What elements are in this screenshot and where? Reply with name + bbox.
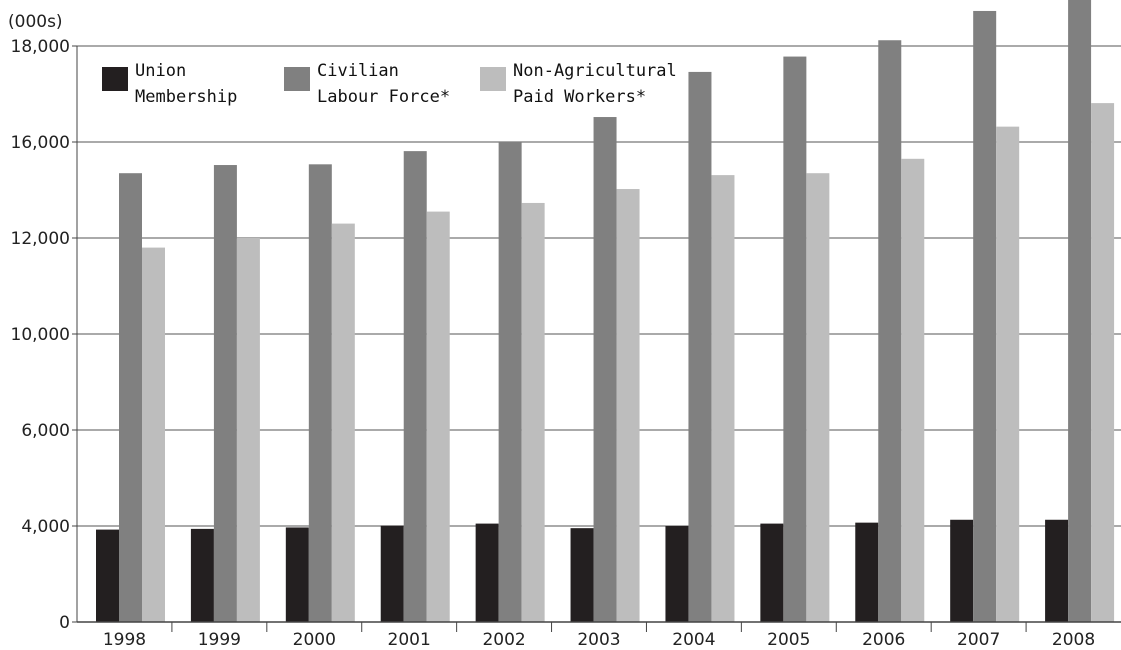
x-tick-label: 2004: [672, 630, 715, 650]
bar: [213, 165, 237, 623]
bar: [119, 173, 142, 622]
bar: [285, 527, 309, 622]
legend-item: Civilian Labour Force*: [284, 61, 450, 107]
bar: [498, 142, 522, 622]
y-axis-unit-label: (000s): [8, 12, 63, 32]
bar: [570, 528, 594, 622]
x-tick-label: 2006: [862, 630, 905, 650]
legend-label: Union: [135, 61, 186, 81]
bar: [593, 117, 617, 622]
bar: [1091, 103, 1115, 623]
legend-label: Membership: [135, 87, 237, 107]
bar: [403, 151, 427, 622]
legend-item: Union Membership: [102, 61, 237, 107]
x-tick-label: 2002: [482, 630, 525, 650]
legend-label: Non-Agricultural: [513, 61, 677, 81]
bar: [142, 247, 165, 622]
bar: [950, 519, 974, 622]
legend-label: Labour Force*: [317, 87, 450, 107]
bar: [1068, 0, 1092, 622]
bar: [973, 10, 997, 622]
bar: [1045, 519, 1069, 622]
bar: [190, 528, 214, 622]
y-tick-label: 16,000: [11, 133, 70, 153]
bar: [901, 158, 925, 623]
bar: [878, 40, 902, 623]
bar: [760, 523, 784, 622]
y-tick-label: 18,000: [11, 37, 70, 57]
y-tick-label: 10,000: [11, 325, 70, 345]
y-tick-label: 0: [59, 613, 70, 633]
legend-swatch: [102, 67, 128, 91]
bar: [616, 189, 640, 623]
legend-swatch: [480, 67, 506, 91]
legend-swatch: [284, 67, 310, 91]
x-tick-label: 2005: [767, 630, 810, 650]
bar: [426, 211, 450, 622]
x-tick-label: 2008: [1052, 630, 1095, 650]
x-tick-label: 2000: [293, 630, 336, 650]
bar: [806, 173, 830, 622]
x-tick-label: 2003: [577, 630, 620, 650]
bar: [996, 126, 1020, 622]
bar: [855, 522, 879, 622]
legend-label: Civilian: [317, 61, 399, 81]
y-tick-label: 12,000: [11, 229, 70, 249]
bar: [96, 529, 119, 622]
legend-item: Non-Agricultural Paid Workers*: [480, 61, 677, 107]
x-tick-label: 2001: [388, 630, 431, 650]
x-tick-label: 2007: [957, 630, 1000, 650]
bar: [308, 164, 332, 622]
bar: [521, 202, 545, 622]
bar: [783, 56, 807, 623]
bar: [475, 523, 499, 622]
bar: [688, 71, 712, 623]
bar: [711, 175, 735, 622]
y-tick-label: 4,000: [21, 517, 70, 537]
legend: Union Membership Civilian Labour Force* Non-…: [102, 61, 677, 107]
bar: [665, 526, 689, 622]
x-tick-label: 1999: [198, 630, 241, 650]
bar: [331, 223, 355, 622]
bar: [380, 525, 404, 622]
bars: [96, 0, 1115, 623]
legend-label: Paid Workers*: [513, 87, 646, 107]
x-tick-label: 1998: [103, 630, 146, 650]
y-tick-label: 6,000: [21, 421, 70, 441]
axes: 0 4,000 6,000 10,000 12,000 16,000 18,000 1998 1…: [11, 37, 1121, 650]
bar: [236, 238, 260, 622]
